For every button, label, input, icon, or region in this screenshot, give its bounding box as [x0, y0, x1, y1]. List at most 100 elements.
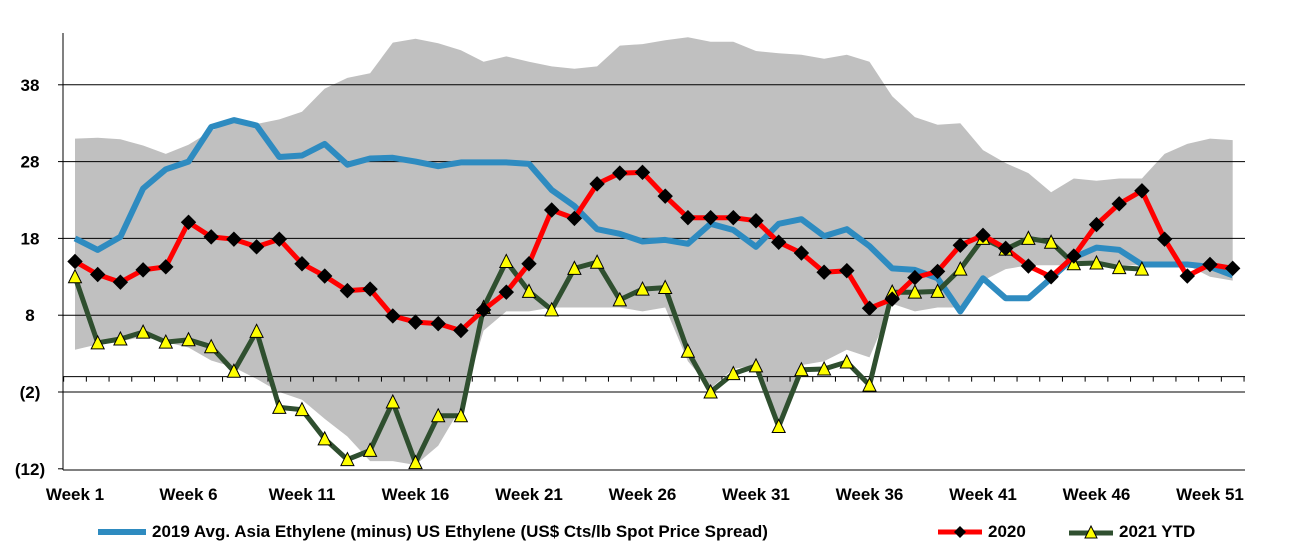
- series-2021-marker: [294, 401, 310, 417]
- y-tick-labels: 38 28 18 8 (2) (12): [15, 76, 45, 479]
- series-2020-marker: [680, 209, 696, 226]
- series-2020-marker: [294, 256, 310, 272]
- legend-swatch-2021: [1069, 524, 1113, 539]
- series-2021-marker: [385, 393, 401, 409]
- series-2021-marker: [839, 353, 855, 369]
- series-2021-marker: [907, 284, 923, 299]
- y-tick-label: 18: [21, 229, 40, 248]
- series-2020-marker: [407, 314, 424, 330]
- series-2020-marker: [612, 165, 628, 181]
- x-tick-label: Week 21: [495, 485, 563, 504]
- series-2021-marker: [567, 260, 582, 275]
- series-2020-marker: [702, 209, 719, 226]
- series-2021-marker: [794, 361, 809, 377]
- series-2021-marker: [408, 454, 423, 470]
- series-2020-marker: [316, 268, 333, 284]
- series-2020-marker: [589, 176, 605, 192]
- series-2019-line: [73, 117, 1234, 315]
- series-2021-marker: [430, 407, 446, 423]
- series-2020-marker: [135, 262, 151, 278]
- series-2020-marker: [793, 245, 810, 261]
- x-tick-label: Week 6: [159, 485, 217, 504]
- series-2021-marker: [1089, 254, 1104, 270]
- series-2020-marker: [1202, 256, 1218, 273]
- series-2021-marker: [317, 430, 333, 446]
- series-2021-marker: [725, 365, 741, 381]
- series-2020-marker: [952, 237, 969, 254]
- series-2020-line: [73, 169, 1234, 334]
- series-2020-marker: [271, 231, 288, 247]
- series-2021-marker: [930, 283, 945, 298]
- series-2020-marker: [1066, 248, 1082, 264]
- series-2021-marker: [158, 333, 174, 349]
- series-layer: [67, 117, 1241, 470]
- series-2020-marker: [1043, 269, 1059, 285]
- series-2020-marker: [385, 308, 401, 324]
- series-2020-marker: [725, 209, 742, 226]
- series-2020-marker: [521, 256, 537, 272]
- series-2020-marker: [430, 315, 446, 332]
- series-2021-marker: [657, 279, 673, 295]
- series-2020-marker: [543, 202, 560, 218]
- axes: [58, 33, 1245, 471]
- series-2021-marker: [453, 407, 469, 423]
- y-tick-label: 28: [21, 153, 40, 172]
- series-2021-marker: [135, 323, 151, 339]
- series-2020-marker: [975, 227, 991, 244]
- series-2020-marker: [634, 164, 651, 181]
- y-tick-label: 38: [21, 76, 40, 95]
- series-2020-marker: [362, 281, 378, 297]
- legend: 2019 Avg. Asia Ethylene (minus) US Ethyl…: [0, 517, 1293, 547]
- series-2020-marker: [89, 266, 106, 283]
- x-tick-label: Week 31: [722, 485, 790, 504]
- y-tick-label: (12): [15, 460, 45, 479]
- range-band-layer: [75, 37, 1233, 465]
- x-tick-label: Week 26: [609, 485, 677, 504]
- series-2020-marker: [1088, 216, 1105, 233]
- series-2020-marker: [1134, 183, 1150, 199]
- series-2021-marker: [1021, 230, 1036, 245]
- x-tick-label: Week 51: [1176, 485, 1244, 504]
- series-2021-marker: [862, 376, 877, 392]
- series-2020-marker: [158, 259, 174, 275]
- series-2021-marker: [498, 253, 514, 268]
- series-2021-marker: [1043, 234, 1059, 249]
- series-2021-marker: [271, 399, 287, 414]
- range-band-area: [75, 37, 1233, 465]
- series-2020-marker: [861, 300, 878, 316]
- series-2020-marker: [112, 274, 129, 290]
- legend-item-2020: 2020: [936, 517, 1026, 547]
- series-2020-marker: [1111, 196, 1127, 212]
- series-2021-line: [72, 235, 1143, 466]
- series-2021-marker: [340, 451, 355, 467]
- series-2021-marker: [544, 301, 560, 317]
- series-2020-marker: [453, 322, 469, 339]
- x-tick-label: Week 1: [46, 485, 104, 504]
- x-tick-label: Week 41: [949, 485, 1017, 504]
- series-2020-marker: [1020, 258, 1037, 274]
- series-2020-marker: [203, 229, 219, 245]
- series-2021-marker: [521, 283, 537, 298]
- series-2020-marker: [67, 253, 83, 270]
- series-2021-marker: [90, 334, 106, 350]
- series-2021-marker: [203, 338, 219, 354]
- series-2020-marker: [226, 231, 242, 247]
- x-tick-labels: Week 1 Week 6 Week 11 Week 16 Week 21 Week 26…: [46, 485, 1244, 504]
- series-2021-marker: [635, 280, 650, 296]
- series-2021-marker: [589, 254, 605, 269]
- series-2021-marker: [67, 268, 83, 284]
- series-2021-marker: [249, 323, 264, 338]
- series-2021-marker: [952, 261, 968, 276]
- series-2020-marker: [248, 239, 265, 255]
- series-2020-marker: [339, 282, 356, 299]
- legend-item-2021: 2021 YTD: [1067, 517, 1195, 547]
- x-tick-label: Week 36: [836, 485, 904, 504]
- legend-label-2021: 2021 YTD: [1119, 522, 1196, 541]
- series-2021-marker: [680, 343, 696, 358]
- series-2020-marker: [997, 240, 1014, 257]
- series-2021-marker: [612, 291, 628, 307]
- series-2021-marker: [703, 383, 718, 399]
- series-2020-marker: [475, 302, 492, 318]
- x-tick-label: Week 46: [1063, 485, 1131, 504]
